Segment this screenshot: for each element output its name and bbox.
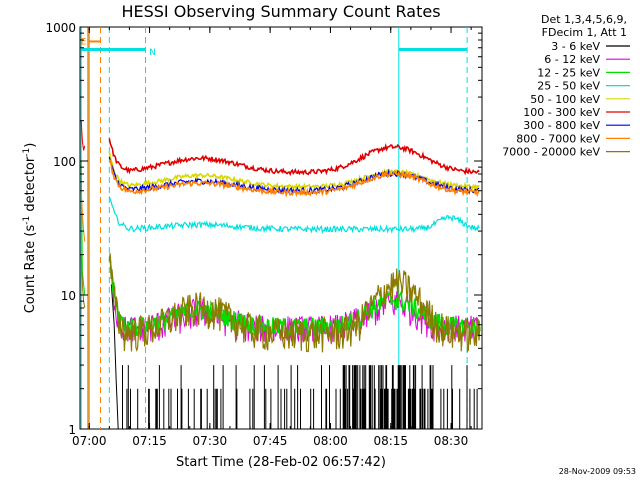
early-series-1 [80,160,86,296]
legend-label-7: 800 - 7000 keV [516,132,600,145]
y-axis-label-end: ) [23,143,38,148]
x-axis-label: Start Time (28-Feb-02 06:57:42) [176,455,386,470]
early-series-0 [80,120,86,151]
legend-label-1: 6 - 12 keV [544,53,600,66]
chart-title: HESSI Observing Summary Count Rates [121,2,440,21]
x-tick-label-4: 08:00 [313,434,348,448]
series-12-25kev [108,255,481,339]
x-tick-label-0: 07:00 [72,434,107,448]
legend-label-4: 50 - 100 keV [530,93,600,106]
legend-label-2: 12 - 25 keV [537,66,600,79]
legend-header-line-2: FDecim 1, Att 1 [542,26,627,39]
x-tick-label-2: 07:30 [193,434,228,448]
y-tick-label-1: 10 [61,289,76,303]
series-50-100kev [108,151,480,192]
y-axis-label-sup1: -1 [22,216,32,225]
legend-label-0: 3 - 6 keV [551,40,600,53]
y-tick-label-2: 100 [53,155,76,169]
legend-header-line-1: Det 1,3,4,5,6,9, [541,13,627,26]
flag-label-n: N [149,48,156,58]
y-axis-label-main: Count Rate (s [23,225,38,314]
axes: 07:00 07:15 07:30 07:45 08:00 08:15 08:30 1 10 10… [45,21,482,448]
y-axis-label-sup2: -1 [22,148,32,157]
legend-label-6: 300 - 800 keV [523,119,600,132]
series-100-300kev [108,138,480,177]
y-tick-label-0: 1 [68,423,76,437]
x-tick-label-3: 07:45 [253,434,288,448]
series-800-7000kev [109,159,480,198]
legend: Det 1,3,4,5,6,9, FDecim 1, Att 1 3 - 6 k… [502,13,630,159]
x-tick-label-5: 08:15 [373,434,408,448]
y-tick-label-3: 1000 [45,21,76,35]
x-tick-label-1: 07:15 [132,434,167,448]
y-axis-label: Count Rate (s-1 detector-1) [22,143,38,314]
legend-label-3: 25 - 50 keV [537,80,600,93]
render-timestamp: 28-Nov-2009 09:53 [559,467,636,476]
plot-area [79,26,483,430]
early-series-3 [80,254,86,309]
legend-label-5: 100 - 300 keV [523,106,600,119]
series-25-50kev [108,196,480,234]
flag-label-e: E [81,38,87,48]
x-tick-label-6: 08:30 [434,434,469,448]
early-series-2 [80,190,86,242]
series-7000-20000kev [108,253,481,354]
legend-label-8: 7000 - 20000 keV [502,146,600,159]
y-axis-label-mid: detector [23,156,38,216]
series-3-6kev [110,284,478,430]
